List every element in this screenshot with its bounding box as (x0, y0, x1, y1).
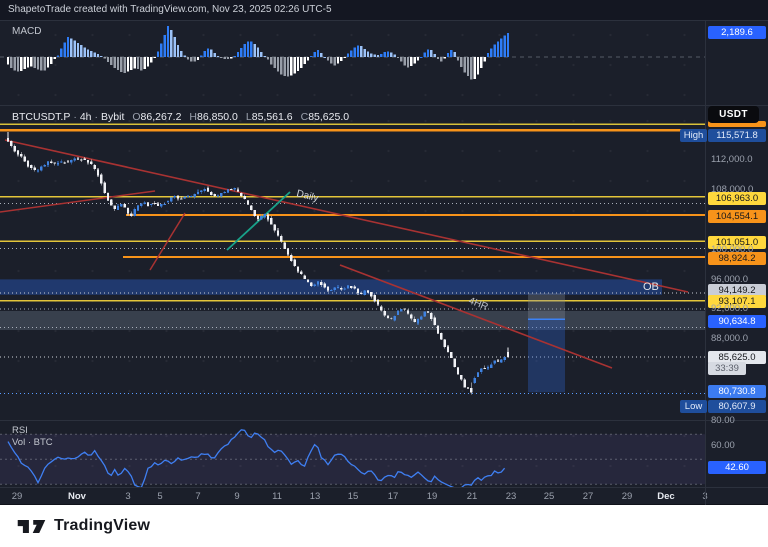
price-scale-badge: 94,149.2 (708, 283, 766, 297)
high-low-marker: High (680, 128, 707, 142)
candlestick-plot: Daily 4HR OB (0, 123, 705, 395)
time-tick-label: 23 (505, 491, 517, 502)
volume-indicator-label: Vol · BTC (12, 437, 53, 448)
symbol-name: BTCUSDT.P (12, 111, 71, 123)
time-tick-label: 13 (309, 491, 321, 502)
brand-name[interactable]: TradingView (54, 517, 151, 534)
trendlines-group (0, 139, 689, 369)
price-scale-label: 108,000.0 (711, 184, 754, 195)
rsi-pane[interactable]: RSI Vol · BTC (0, 421, 705, 488)
price-scale-label: 100,000.0 (711, 244, 754, 255)
price-scale-label: 60.00 (711, 440, 735, 451)
ohlc-label: O (132, 111, 141, 123)
pane-separator[interactable] (0, 420, 768, 421)
scale-divider (705, 20, 706, 505)
ohlc-label: H (189, 111, 198, 123)
price-scale-badge: 42.60 (708, 460, 766, 474)
time-tick-label: 19 (426, 491, 438, 502)
time-tick-label: 21 (466, 491, 478, 502)
levels-group (0, 123, 705, 395)
ohlc-values: O86,267.2 H86,850.0 L85,561.6 C85,625.0 (124, 111, 349, 123)
tradingview-logo-icon[interactable] (16, 517, 47, 536)
price-scale-badge: 85,625.0 (708, 350, 766, 364)
footer-divider (0, 504, 768, 505)
watermark-note: ShapetoTrade created with TradingView.co… (8, 4, 332, 15)
price-scale-badge: 104,554.1 (708, 209, 766, 223)
price-scale-badge: 2,189.6 (708, 25, 766, 39)
time-tick-label: 9 (234, 491, 240, 502)
pane-separator (0, 20, 768, 21)
price-scale-badge: 33:39 (708, 361, 746, 375)
ohlc-label: L (245, 111, 252, 123)
ohlc-value: 86,850.0 (197, 111, 238, 123)
timeframe: 4h (79, 111, 92, 123)
watermark-bar: ShapetoTrade created with TradingView.co… (0, 0, 768, 20)
ohlc-value: 86,267.2 (140, 111, 182, 123)
time-tick-label: 5 (157, 491, 163, 502)
price-scale-badge: 115,571.8 (708, 128, 766, 142)
price-scale-label: 96,000.0 (711, 274, 748, 285)
svg-text:Daily: Daily (295, 188, 319, 204)
separator-dot: · (73, 111, 77, 123)
time-tick-label: 15 (347, 491, 359, 502)
price-scale-badge: 106,963.0 (708, 191, 766, 205)
svg-text:OB: OB (643, 281, 659, 293)
time-tick-label: Dec (657, 491, 675, 502)
ohlc-value: 85,561.6 (251, 111, 293, 123)
price-scale[interactable]: 115,571.8 High 112,000.0 108,000.0 106,963.0… (680, 0, 768, 505)
pane-separator[interactable] (0, 105, 768, 106)
hidden-level-badge (708, 121, 766, 127)
time-tick-label: 29 (11, 491, 23, 502)
currency-toggle-button[interactable]: USDT (708, 106, 759, 123)
price-scale-label: 88,000.0 (711, 333, 748, 344)
high-low-marker: Low (680, 399, 707, 413)
rsi-line (7, 429, 506, 488)
macd-pane[interactable]: MACD (0, 20, 705, 106)
exchange-name: Bybit (101, 111, 125, 123)
price-scale-label: 92,000.0 (711, 303, 748, 314)
candles-group (6, 132, 510, 395)
price-scale-badge: 80,730.8 (708, 384, 766, 398)
time-tick-label: 29 (621, 491, 633, 502)
time-tick-label: 3 (125, 491, 131, 502)
price-scale-badge: 98,924.2 (708, 251, 766, 265)
pane-separator (0, 487, 768, 488)
symbol-ohlc-bar: BTCUSDT.P · 4h · Bybit O86,267.2 H86,850.0 L85,… (12, 111, 349, 123)
price-scale-label: 80.00 (711, 415, 735, 426)
position-projection-box (528, 293, 565, 393)
price-scale-label: 112,000.0 (711, 154, 753, 165)
time-tick-label: 27 (582, 491, 594, 502)
time-scale[interactable]: 29Nov357911131517192123252729Dec3 (0, 488, 768, 505)
time-tick-label: 17 (387, 491, 399, 502)
macd-bars-group (6, 26, 510, 80)
time-tick-label: 11 (272, 491, 282, 502)
price-pane[interactable]: Daily 4HR OB BTCUSDT.P · 4h · Bybit O86,267.2 H8… (0, 106, 705, 421)
time-tick-label: Nov (68, 491, 86, 502)
price-scale-badge: 90,634.8 (708, 314, 766, 328)
svg-text:4HR: 4HR (467, 296, 490, 313)
price-scale-badge: 101,051.0 (708, 235, 766, 249)
zones-group (0, 279, 705, 331)
ohlc-value: 85,625.0 (308, 111, 350, 123)
price-scale-badge: 93,107.1 (708, 294, 766, 308)
time-tick-label: 7 (195, 491, 201, 502)
rsi-plot (0, 429, 705, 488)
price-scale-badge: 80,607.9 (708, 399, 766, 413)
macd-title: MACD (12, 26, 42, 37)
rsi-title: RSI (12, 425, 28, 436)
time-tick-label: 25 (543, 491, 555, 502)
ohlc-label: C (300, 111, 309, 123)
footer: TradingView (0, 505, 768, 547)
macd-histogram-plot (0, 26, 705, 80)
separator-dot: · (94, 111, 99, 123)
